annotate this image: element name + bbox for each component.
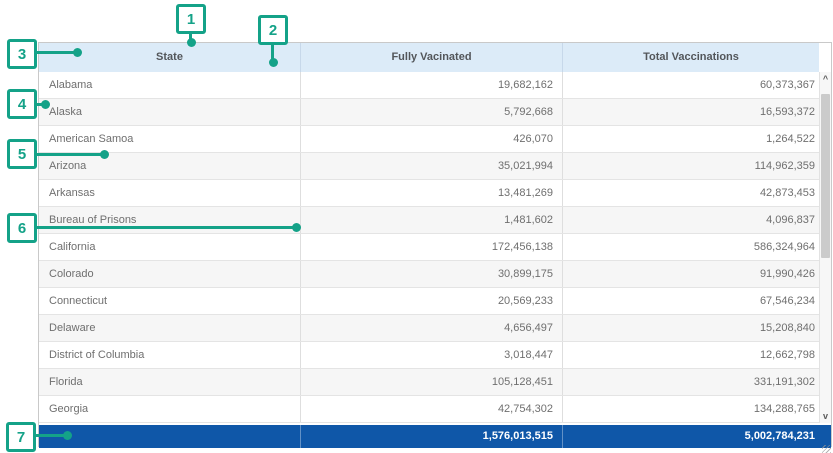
callout-5: 5 <box>7 139 37 169</box>
totals-total-vaccinations-cell: 5,002,784,231 <box>744 430 815 442</box>
state-cell: Alaska <box>39 99 301 125</box>
table-body: Alabama 19,682,162 60,373,367 Alaska 5,792,6… <box>39 72 819 423</box>
value-cell: 35,021,994 <box>301 153 563 179</box>
value-cell: 3,018,447 <box>301 342 563 368</box>
value-cell: 91,990,426 <box>759 268 815 280</box>
scroll-down-icon[interactable]: v <box>822 411 828 421</box>
value-cell: 134,288,765 <box>753 403 815 415</box>
table-row[interactable]: District of Columbia 3,018,447 12,662,798 <box>39 342 819 369</box>
value-cell: 20,569,233 <box>301 288 563 314</box>
table-row[interactable]: Bureau of Prisons 1,481,602 4,096,837 <box>39 207 819 234</box>
callout-1-dot <box>187 38 196 47</box>
table-row[interactable]: Arkansas 13,481,269 42,873,453 <box>39 180 819 207</box>
callout-1: 1 <box>176 4 206 34</box>
callout-4: 4 <box>7 89 37 119</box>
state-cell: California <box>39 234 301 260</box>
state-cell: Colorado <box>39 261 301 287</box>
callout-5-dot <box>100 150 109 159</box>
resize-grip-icon[interactable] <box>822 445 831 453</box>
callout-2-dot <box>269 58 278 67</box>
table-row[interactable]: California 172,456,138 586,324,964 <box>39 234 819 261</box>
callout-6-number: 6 <box>17 219 27 237</box>
callout-7-number: 7 <box>16 428 26 446</box>
table-header-row: State Fully Vacinated Total Vaccinations <box>39 43 819 72</box>
list-table: State Fully Vacinated Total Vaccinations… <box>38 42 832 448</box>
value-cell: 60,373,367 <box>759 79 815 91</box>
callout-3-number: 3 <box>17 45 27 63</box>
table-row[interactable]: Georgia 42,754,302 134,288,765 <box>39 396 819 423</box>
state-cell: Florida <box>39 369 301 395</box>
value-cell: 114,962,359 <box>754 160 815 172</box>
value-cell: 1,481,602 <box>301 207 563 233</box>
value-cell: 5,792,668 <box>301 99 563 125</box>
scroll-up-icon[interactable]: ^ <box>822 74 829 84</box>
value-cell: 4,096,837 <box>766 214 815 226</box>
state-cell: Arizona <box>39 153 301 179</box>
callout-1-number: 1 <box>186 10 196 28</box>
callout-3-line <box>36 51 76 54</box>
callout-3-dot <box>73 48 82 57</box>
value-cell: 16,593,372 <box>759 106 815 118</box>
value-cell: 19,682,162 <box>301 72 563 98</box>
column-header-state[interactable]: State <box>39 43 301 72</box>
column-header-total-vaccinations[interactable]: Total Vaccinations <box>563 43 819 72</box>
value-cell: 4,656,497 <box>301 315 563 341</box>
value-cell: 426,070 <box>301 126 563 152</box>
callout-1-line <box>189 33 192 40</box>
table-row[interactable]: Delaware 4,656,497 15,208,840 <box>39 315 819 342</box>
callout-6-line <box>36 226 295 229</box>
value-cell: 172,456,138 <box>301 234 563 260</box>
value-cell: 42,873,453 <box>759 187 815 199</box>
callout-6-dot <box>292 223 301 232</box>
state-cell: Bureau of Prisons <box>39 207 301 233</box>
value-cell: 105,128,451 <box>301 369 563 395</box>
callout-2: 2 <box>258 15 288 45</box>
state-cell: Arkansas <box>39 180 301 206</box>
table-row[interactable]: Alabama 19,682,162 60,373,367 <box>39 72 819 99</box>
column-header-fully-vacinated[interactable]: Fully Vacinated <box>301 43 563 72</box>
table-row[interactable]: Alaska 5,792,668 16,593,372 <box>39 99 819 126</box>
totals-state-cell <box>39 425 301 448</box>
callout-3: 3 <box>7 39 37 69</box>
totals-fully-vacinated-cell: 1,576,013,515 <box>301 425 563 448</box>
value-cell: 15,208,840 <box>759 322 815 334</box>
state-cell: Delaware <box>39 315 301 341</box>
table-row[interactable]: Connecticut 20,569,233 67,546,234 <box>39 288 819 315</box>
callout-4-dot <box>41 100 50 109</box>
callout-4-number: 4 <box>17 95 27 113</box>
state-cell: Connecticut <box>39 288 301 314</box>
vertical-scrollbar[interactable]: ^ v <box>819 72 831 423</box>
callout-2-number: 2 <box>268 21 278 39</box>
value-cell: 30,899,175 <box>301 261 563 287</box>
callout-5-number: 5 <box>17 145 27 163</box>
value-cell: 67,546,234 <box>759 295 815 307</box>
table-row[interactable]: American Samoa 426,070 1,264,522 <box>39 126 819 153</box>
table-row[interactable]: Arizona 35,021,994 114,962,359 <box>39 153 819 180</box>
callout-7: 7 <box>6 422 36 452</box>
callout-5-line <box>36 153 103 156</box>
value-cell: 1,264,522 <box>766 133 815 145</box>
callout-2-line <box>271 44 274 60</box>
value-cell: 586,324,964 <box>753 241 815 253</box>
table-row[interactable]: Colorado 30,899,175 91,990,426 <box>39 261 819 288</box>
value-cell: 12,662,798 <box>759 349 815 361</box>
state-cell: American Samoa <box>39 126 301 152</box>
table-row[interactable]: Florida 105,128,451 331,191,302 <box>39 369 819 396</box>
value-cell: 13,481,269 <box>301 180 563 206</box>
value-cell: 42,754,302 <box>301 396 563 422</box>
state-cell: Alabama <box>39 72 301 98</box>
state-cell: District of Columbia <box>39 342 301 368</box>
callout-6: 6 <box>7 213 37 243</box>
state-cell: Georgia <box>39 396 301 422</box>
callout-7-line <box>35 434 66 437</box>
callout-7-dot <box>63 431 72 440</box>
totals-row: 1,576,013,515 5,002,784,231 <box>39 423 831 448</box>
callout-4-line <box>36 103 44 106</box>
scrollbar-thumb[interactable] <box>821 94 830 258</box>
value-cell: 331,191,302 <box>753 376 815 388</box>
